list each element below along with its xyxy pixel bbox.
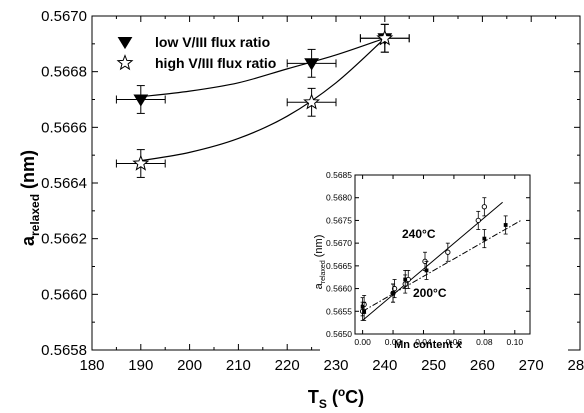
legend-label-high: high V/III flux ratio	[155, 55, 276, 71]
inset-x-tick-label: 0.00	[354, 337, 371, 347]
inset-x-axis-title: Mn content x	[394, 339, 463, 351]
main-y-tick-label: 0.5662	[41, 231, 87, 248]
inset-plot-frame	[354, 174, 531, 335]
inset-y-tick-label: 0.5650	[326, 329, 352, 339]
main-x-tick-label: 270	[519, 357, 544, 374]
high-ratio-point	[376, 29, 394, 46]
legend-star-marker	[116, 54, 134, 71]
main-x-tick-label: 260	[470, 357, 495, 374]
inset-x-tick-label: 0.04	[415, 337, 432, 347]
inset-plot: 0.00 0.02 0.04 0.06 0.08 0.10 0.5650 0.5655 0.56…	[320, 170, 568, 355]
inset-x-tick-label: 0.10	[507, 337, 524, 347]
main-y-tick-label: 0.5658	[41, 342, 87, 359]
inset-annotation-200c: 200°C	[413, 286, 447, 300]
inset-y-tick-label: 0.5655	[326, 306, 352, 316]
low-ratio-point	[304, 58, 319, 71]
inset-200c-point	[391, 291, 395, 296]
inset-annotation-240c: 240°C	[402, 227, 436, 241]
inset-y-axis-title: arelaxed (nm)	[313, 235, 327, 290]
main-x-axis-title: TS (oC)	[308, 385, 364, 408]
inset-200c-point	[482, 236, 487, 241]
inset-y-tick-label: 0.5680	[326, 193, 352, 203]
main-y-tick-label: 0.5670	[41, 8, 87, 25]
main-x-tick-label: 280	[567, 357, 584, 374]
main-y-tick-label: 0.5668	[41, 64, 87, 81]
main-x-tick-label: 250	[421, 357, 446, 374]
main-x-tick-label: 220	[275, 357, 300, 374]
high-ratio-fit-curve	[140, 37, 386, 162]
high-ratio-point	[303, 93, 321, 110]
inset-200c-point	[360, 304, 365, 309]
inset-y-tick-label: 0.5660	[326, 284, 352, 294]
main-plot: 180 190 200 210 220 230 240 250 260 270 280 0.5658 0…	[41, 8, 584, 374]
main-x-tick-label: 230	[323, 357, 348, 374]
low-ratio-point	[133, 94, 149, 107]
main-y-axis-title: arelaxed (nm)	[18, 150, 42, 246]
inset-y-tick-label: 0.5665	[326, 261, 352, 271]
inset-240c-point	[475, 217, 481, 224]
main-x-tick-label: 240	[372, 357, 397, 374]
main-y-tick-label: 0.5666	[41, 119, 87, 136]
inset-200c-point	[503, 223, 508, 227]
main-x-tick-label: 210	[226, 357, 251, 374]
main-x-tick-label: 190	[128, 357, 153, 374]
inset-240c-point	[391, 285, 398, 292]
inset-x-tick-label: 0.08	[476, 337, 493, 347]
main-legend: low V/III flux ratio high V/III flux rati…	[116, 34, 276, 71]
high-ratio-point	[132, 154, 150, 171]
legend-triangle-marker	[117, 36, 133, 50]
main-y-tick-label: 0.5660	[41, 286, 87, 303]
inset-200c-point	[362, 309, 367, 314]
inset-200c-point	[403, 277, 408, 282]
inset-y-tick-label: 0.5685	[326, 170, 352, 180]
main-x-tick-label: 180	[79, 357, 104, 374]
inset-x-tick-label: 0.06	[446, 337, 463, 347]
low-ratio-fit-curve	[140, 37, 385, 98]
inset-240c-point	[481, 204, 487, 210]
inset-y-tick-label: 0.5670	[326, 238, 352, 248]
inset-y-tick-label: 0.5675	[326, 215, 352, 225]
inset-200c-fit-line	[362, 219, 522, 312]
inset-240c-point	[445, 249, 451, 255]
main-x-tick-label: 200	[177, 357, 202, 374]
legend-label-low: low V/III flux ratio	[155, 34, 270, 50]
main-y-tick-label: 0.5664	[41, 175, 87, 192]
inset-x-tick-label: 0.02	[385, 337, 402, 347]
inset-200c-point	[424, 268, 429, 273]
